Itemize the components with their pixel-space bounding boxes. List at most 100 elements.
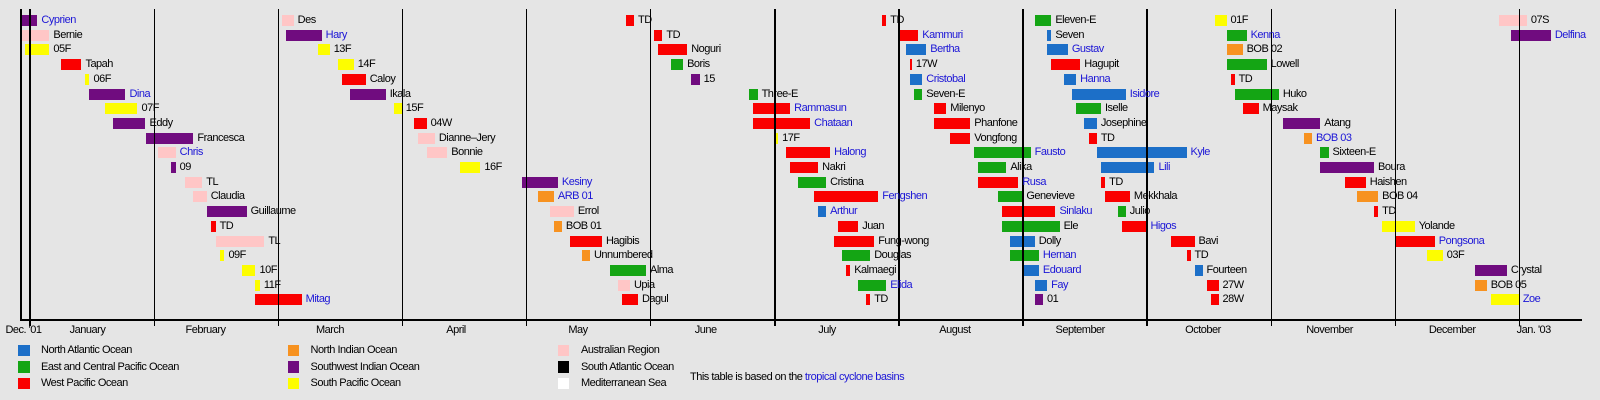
storm-label-16f: 16F	[484, 161, 502, 173]
storm-bar-haishen	[1345, 176, 1366, 188]
storm-label-eddy: Eddy	[149, 116, 174, 129]
storm-label-lowell: Lowell	[1270, 58, 1300, 71]
storm-bar-josephine	[1084, 117, 1097, 129]
storm-label-fay[interactable]: Fay	[1051, 278, 1069, 291]
storm-label-haishen: Haishen	[1369, 175, 1407, 188]
storm-bar-nakri	[790, 162, 819, 173]
axis-tick	[1394, 320, 1397, 326]
storm-bar-17w	[910, 59, 912, 71]
storm-label-fengshen[interactable]: Fengshen	[882, 190, 928, 203]
axis-tick	[898, 320, 900, 326]
storm-label-halong[interactable]: Halong	[834, 146, 867, 159]
storm-label-bob-04: BOB 04	[1382, 190, 1418, 203]
storm-label-arb-01[interactable]: ARB 01	[557, 190, 593, 203]
caption-link-tropical-cyclone-basins[interactable]: tropical cyclone basins	[804, 371, 905, 383]
legend-swatch-sp	[287, 377, 299, 390]
month-label-may: May	[568, 324, 588, 336]
month-label-april: April	[446, 324, 466, 336]
storm-label-17f: 17F	[782, 131, 800, 144]
storm-label-douglas: Douglas	[874, 249, 912, 262]
legend-label-sa: South Atlantic Ocean	[581, 360, 674, 373]
storm-label-hernan[interactable]: Hernan	[1042, 249, 1077, 262]
storm-label-alika: Alika	[1010, 161, 1032, 173]
storm-label-huko: Huko	[1282, 87, 1307, 100]
legend-label-aus: Australian Region	[581, 344, 660, 357]
storm-label-kyle[interactable]: Kyle	[1190, 146, 1211, 159]
storm-bar-ikala	[349, 88, 386, 100]
storm-bar-14f	[337, 59, 354, 71]
storm-label-zoe[interactable]: Zoe	[1522, 293, 1541, 306]
plot-left-border	[20, 9, 22, 321]
storm-label-cyprien[interactable]: Cyprien	[41, 14, 76, 26]
storm-bar-tl	[184, 176, 203, 188]
storm-label-fausto[interactable]: Fausto	[1034, 146, 1066, 159]
storm-label-alma: Alma	[649, 263, 674, 276]
storm-bar-errol	[549, 206, 574, 218]
storm-label-chataan[interactable]: Chataan	[814, 116, 853, 129]
storm-bar-td	[1186, 250, 1191, 262]
storm-bar-hagupit	[1051, 59, 1081, 71]
storm-bar-delfina	[1510, 29, 1551, 41]
storm-label-05f: 05F	[53, 43, 71, 56]
storm-bar-phanfone	[934, 117, 971, 129]
storm-label-higos[interactable]: Higos	[1150, 219, 1177, 232]
storm-bar-sixteen-e	[1320, 147, 1329, 159]
storm-label-milenyo: Milenyo	[950, 102, 985, 115]
storm-label-isidore[interactable]: Isidore	[1129, 87, 1160, 100]
storm-label-edouard[interactable]: Edouard	[1042, 263, 1082, 276]
storm-label-rammasun[interactable]: Rammasun	[794, 102, 847, 115]
storm-label-genevieve: Genevieve	[1026, 190, 1075, 203]
storm-label-sinlaku[interactable]: Sinlaku	[1059, 205, 1093, 218]
storm-label-td: TD	[874, 293, 888, 306]
storm-label-rusa[interactable]: Rusa	[1022, 175, 1047, 188]
caption-text: This table is based on the	[690, 371, 805, 383]
storm-bar-fourteen	[1194, 264, 1203, 276]
storm-bar-guillaume	[206, 206, 247, 218]
storm-label-lili[interactable]: Lili	[1158, 161, 1170, 173]
storm-label-mitag[interactable]: Mitag	[305, 293, 331, 306]
storm-label-three-e: Three-E	[761, 87, 799, 100]
storm-bar-unnumbered	[581, 250, 590, 262]
storm-label-bertha[interactable]: Bertha	[930, 43, 960, 56]
storm-label-dina[interactable]: Dina	[129, 87, 151, 100]
storm-label-cristobal[interactable]: Cristobal	[926, 72, 966, 85]
storm-label-td: TD	[1109, 175, 1123, 188]
month-gridline	[525, 9, 528, 321]
storm-label-tl: TL	[268, 234, 281, 247]
month-gridline	[774, 9, 776, 321]
storm-label-06f: 06F	[93, 72, 111, 85]
storm-label-kesiny[interactable]: Kesiny	[561, 175, 593, 188]
storm-label-hary[interactable]: Hary	[325, 28, 348, 41]
storm-label-chris[interactable]: Chris	[179, 146, 204, 159]
storm-bar-milenyo	[934, 103, 947, 115]
storm-label-mekkhala: Mekkhala	[1133, 190, 1178, 203]
storm-label-10f: 10F	[259, 263, 277, 276]
storm-label-09f: 09F	[228, 249, 246, 262]
storm-label-kenna[interactable]: Kenna	[1250, 28, 1281, 41]
storm-bar-06f	[85, 73, 90, 85]
storm-label-elida[interactable]: Elida	[890, 278, 913, 291]
storm-bar-cristobal	[910, 73, 923, 85]
axis-tick	[1146, 320, 1148, 326]
storm-bar-17f	[774, 132, 779, 144]
legend-swatch-sa	[557, 361, 569, 373]
storm-label-delfina[interactable]: Delfina	[1554, 28, 1586, 41]
storm-label-pongsona[interactable]: Pongsona	[1438, 234, 1485, 247]
storm-label-bernie: Bernie	[53, 28, 83, 41]
storm-label-bob-03[interactable]: BOB 03	[1315, 131, 1352, 144]
storm-bar-05f	[25, 44, 50, 56]
storm-bar-bob-05	[1474, 279, 1487, 291]
storm-label-gustav[interactable]: Gustav	[1071, 43, 1104, 56]
storm-bar-hanna	[1063, 73, 1077, 85]
storm-label-kammuri[interactable]: Kammuri	[922, 28, 963, 41]
storm-bar-td	[625, 15, 634, 26]
storm-label-11f: 11F	[263, 278, 281, 291]
storm-label-arthur[interactable]: Arthur	[830, 205, 858, 218]
storm-label-dolly: Dolly	[1038, 234, 1061, 247]
storm-bar-maysak	[1242, 103, 1259, 115]
storm-label-caloy: Caloy	[369, 72, 396, 85]
storm-bar-eleven-e	[1034, 15, 1052, 26]
storm-label-hanna[interactable]: Hanna	[1080, 72, 1111, 85]
storm-bar-sinlaku	[1002, 206, 1056, 218]
month-gridline	[277, 9, 280, 321]
